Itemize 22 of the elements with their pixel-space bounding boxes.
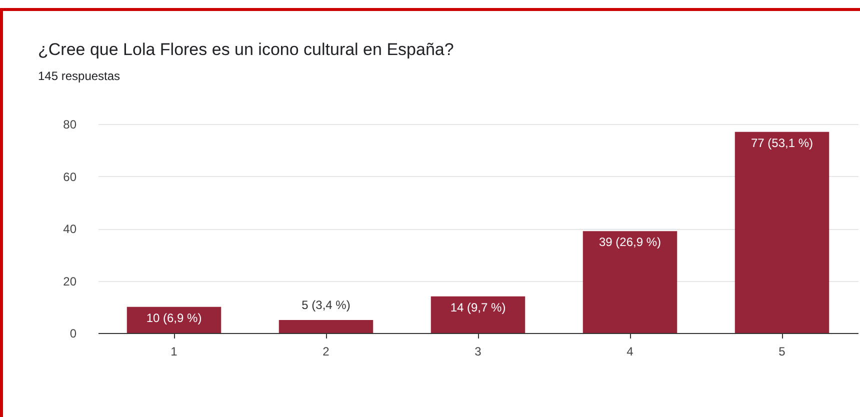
- data-label: 10 (6,9 %): [146, 310, 202, 325]
- x-tick-label: 5: [778, 344, 786, 358]
- x-tick-label: 2: [322, 344, 330, 358]
- data-label: 39 (26,9 %): [598, 235, 662, 250]
- y-tick-label: 20: [63, 274, 77, 288]
- bar: [582, 231, 678, 333]
- y-tick-label: 80: [63, 118, 77, 132]
- bar: [278, 320, 374, 333]
- data-label: 77 (53,1 %): [750, 136, 814, 150]
- data-label: 5 (3,4 %): [302, 298, 350, 312]
- x-tick-label: 1: [170, 344, 178, 358]
- bar: [126, 306, 222, 333]
- y-tick-label: 40: [63, 222, 77, 236]
- bar: [734, 132, 830, 333]
- y-tick-label: 0: [70, 326, 77, 340]
- chart-title: ¿Cree que Lola Flores es un icono cultural en España?: [38, 40, 454, 60]
- x-tick-label: 4: [626, 344, 634, 358]
- data-label: 14 (9,7 %): [450, 300, 506, 314]
- bar: [430, 296, 526, 333]
- y-tick-label: 60: [63, 170, 77, 184]
- x-tick-label: 3: [474, 344, 482, 358]
- chart-subtitle: 145 respuestas: [38, 69, 122, 83]
